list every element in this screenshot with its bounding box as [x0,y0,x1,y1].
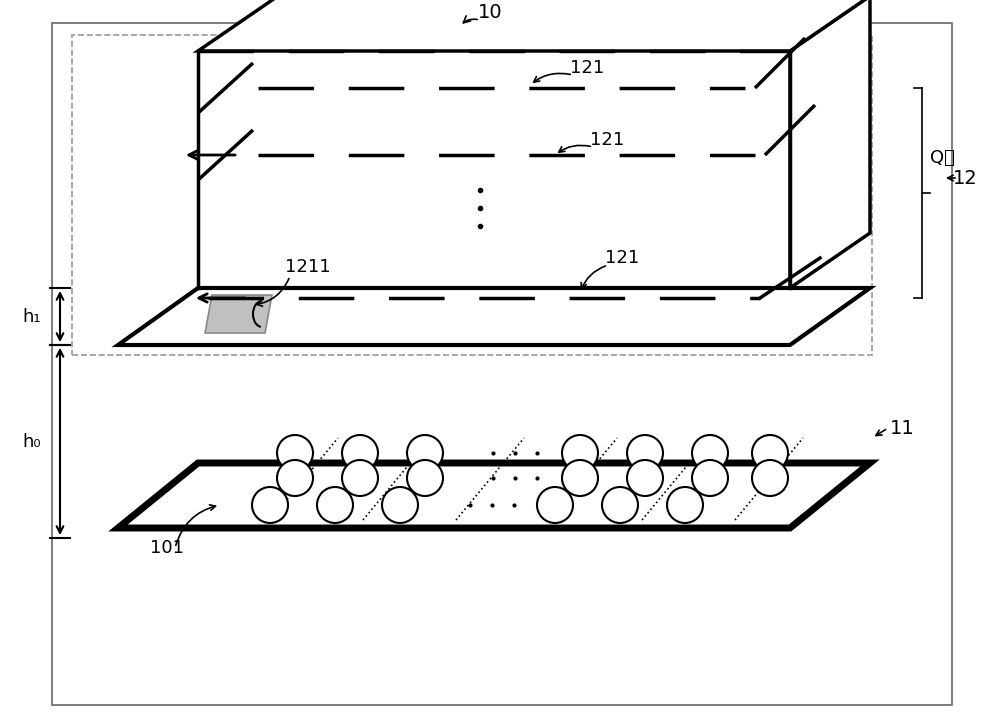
Circle shape [667,487,703,523]
Circle shape [407,435,443,471]
Text: 121: 121 [570,59,604,77]
Circle shape [692,460,728,496]
Circle shape [342,460,378,496]
Polygon shape [118,463,870,528]
FancyArrowPatch shape [876,429,886,435]
Circle shape [692,435,728,471]
Circle shape [537,487,573,523]
Text: h₀: h₀ [23,433,41,451]
Circle shape [317,487,353,523]
Polygon shape [790,0,870,288]
Text: 12: 12 [953,168,977,187]
Text: Q层: Q层 [930,149,955,167]
FancyArrowPatch shape [581,266,605,288]
Circle shape [562,460,598,496]
Circle shape [252,487,288,523]
Circle shape [382,487,418,523]
FancyArrowPatch shape [463,16,477,23]
Polygon shape [198,0,870,51]
Circle shape [562,435,598,471]
FancyArrowPatch shape [534,74,570,82]
Circle shape [407,460,443,496]
FancyArrowPatch shape [176,505,215,545]
Circle shape [627,435,663,471]
Text: 121: 121 [590,131,624,149]
Circle shape [277,435,313,471]
Text: 1211: 1211 [285,258,331,276]
Text: h₁: h₁ [23,308,41,326]
Polygon shape [118,288,870,345]
Text: 11: 11 [890,419,915,437]
Text: 10: 10 [478,4,502,22]
Circle shape [752,435,788,471]
Circle shape [627,460,663,496]
FancyArrowPatch shape [559,145,590,153]
Text: 121: 121 [605,249,639,267]
Circle shape [602,487,638,523]
FancyArrowPatch shape [948,175,955,181]
Circle shape [342,435,378,471]
Text: 101: 101 [150,539,184,557]
Circle shape [752,460,788,496]
FancyArrowPatch shape [257,278,289,307]
Polygon shape [205,295,272,333]
Circle shape [277,460,313,496]
